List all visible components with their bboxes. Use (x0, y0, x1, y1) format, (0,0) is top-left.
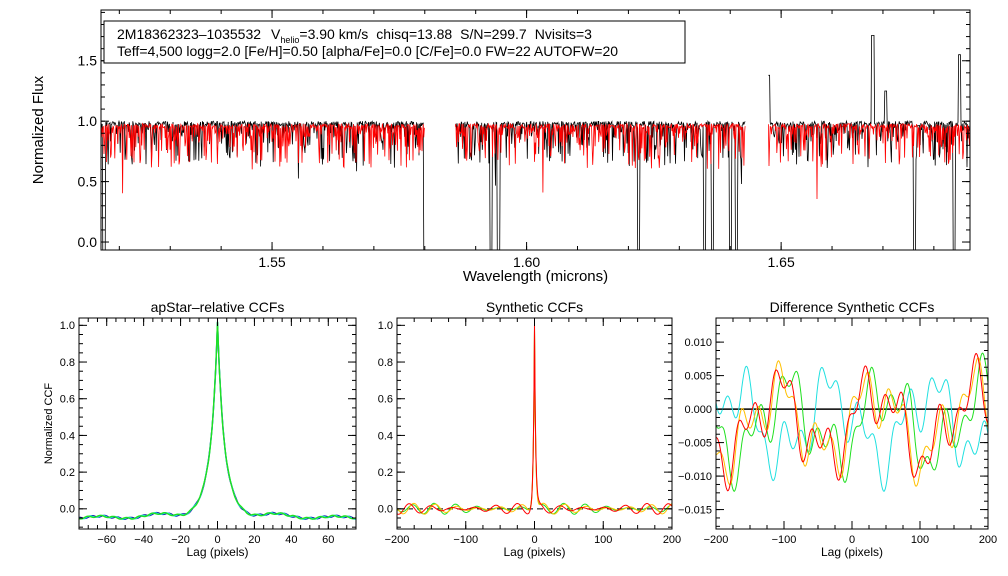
x-tick-label: 1.65 (768, 254, 795, 270)
x-axis-label: Lag (pixels) (503, 545, 565, 559)
difference-ccf-visit-4-line (716, 352, 988, 492)
spectrum-model-line (101, 122, 970, 200)
y-tick-label: 0.0 (78, 234, 98, 250)
apstar-ccf-visit-3-line (79, 321, 356, 520)
spectrum-axes: 1.55 1.60 1.65 0.0 0.5 1.0 1.5 Wavelength (micr… (30, 9, 971, 285)
x-tick-label: 1.55 (258, 254, 285, 270)
plot-frame (100, 9, 971, 251)
y-tick-label: −0.005 (678, 437, 712, 449)
difference-ccf-plot-area (716, 352, 988, 492)
x-tick-label: −40 (134, 534, 153, 546)
x-tick-label: −100 (772, 534, 797, 546)
synthetic-ccf-plot-area (397, 323, 672, 515)
x-axis-label: Lag (pixels) (186, 545, 248, 559)
difference-ccf-panel: −200 −100 0 100 200 0.010 0.005 0.000 −0.005 −0.0… (678, 299, 997, 559)
x-tick-label: 0 (531, 534, 537, 546)
spectrum-panel: 1.55 1.60 1.65 0.0 0.5 1.0 1.5 Wavelength (micr… (30, 9, 971, 285)
x-tick-label: 40 (285, 534, 297, 546)
y-tick-label: 0.6 (60, 394, 75, 406)
x-tick-label: 100 (594, 534, 612, 546)
y-tick-label: 0.6 (378, 394, 393, 406)
x-tick-label: 0 (849, 534, 855, 546)
synthetic-ccf-visit-3-line (397, 323, 672, 515)
y-tick-label: −0.010 (678, 471, 712, 483)
panel-title: apStar–relative CCFs (151, 299, 285, 315)
y-tick-label: −0.015 (678, 504, 712, 516)
y-tick-label: 1.0 (78, 113, 98, 129)
y-tick-label: 0.005 (684, 370, 712, 382)
y-tick-label: 0.5 (78, 174, 98, 190)
y-tick-label: 1.5 (78, 53, 98, 69)
difference-ccf-axes: −200 −100 0 100 200 0.010 0.005 0.000 −0.005 −0.0… (678, 299, 997, 559)
y-axis-label: Normalized Flux (30, 75, 47, 184)
panel-title: Difference Synthetic CCFs (770, 299, 935, 315)
y-tick-label: 0.8 (60, 357, 75, 369)
plot-frame (78, 317, 357, 530)
x-axis-label: Lag (pixels) (821, 545, 883, 559)
y-tick-label: 0.8 (378, 357, 393, 369)
x-axis-label: Wavelength (microns) (463, 268, 608, 285)
x-tick-label: −100 (453, 534, 478, 546)
apstar-ccf-panel: −60 −40 −20 0 20 40 60 0.0 0.2 0.4 0.6 0.8 1.0 apStar… (43, 299, 357, 559)
x-tick-label: −200 (704, 534, 729, 546)
x-tick-label: −20 (171, 534, 190, 546)
y-axis-label: Normalized CCF (43, 383, 55, 465)
synthetic-ccf-axes: −200 −100 0 100 200 0.0 0.2 0.4 0.6 0.8 1.0 Synthet… (378, 299, 681, 559)
apstar-ccf-plot-area (79, 321, 356, 521)
x-tick-label: 1.60 (513, 254, 540, 270)
x-tick-label: 20 (248, 534, 260, 546)
y-tick-label: 0.010 (684, 337, 712, 349)
y-tick-label: 1.0 (378, 320, 393, 332)
y-tick-label: 0.4 (60, 430, 75, 442)
x-tick-label: 0 (214, 534, 220, 546)
y-tick-label: 0.000 (684, 404, 712, 416)
x-tick-label: −200 (385, 534, 410, 546)
spectrum-info-box: 2M18362323–1035532 Vhelio=3.90 km/s chisq=… (103, 20, 686, 64)
y-tick-label: 0.0 (60, 504, 75, 516)
x-tick-label: −60 (97, 534, 116, 546)
difference-ccf-visit-1-line (716, 365, 988, 492)
info-line-2: Teff=4,500 logg=2.0 [Fe/H]=0.50 [alpha/F… (117, 43, 618, 59)
x-tick-label: 200 (979, 534, 997, 546)
apstar-ccf-visit-1-line (79, 322, 356, 521)
difference-ccf-visit-2-line (716, 352, 988, 492)
apstar-ccf-axes: −60 −40 −20 0 20 40 60 0.0 0.2 0.4 0.6 0.8 1.0 apStar… (43, 299, 357, 559)
y-tick-label: 1.0 (60, 320, 75, 332)
y-tick-label: 0.2 (60, 467, 75, 479)
spectrum-plot-area (101, 35, 970, 250)
difference-ccf-visit-3-line (716, 357, 988, 487)
x-tick-label: 200 (663, 534, 681, 546)
synthetic-ccf-panel: −200 −100 0 100 200 0.0 0.2 0.4 0.6 0.8 1.0 Synthet… (378, 299, 681, 559)
x-tick-label: 100 (911, 534, 929, 546)
x-tick-label: 60 (322, 534, 334, 546)
y-tick-label: 0.4 (378, 430, 393, 442)
y-tick-label: 0.0 (378, 504, 393, 516)
y-tick-label: 0.2 (378, 467, 393, 479)
info-line-1: 2M18362323–1035532 Vhelio=3.90 km/s chisq=… (117, 26, 592, 45)
apstar-ccf-visit-2-line (79, 321, 356, 520)
panel-title: Synthetic CCFs (486, 299, 583, 315)
